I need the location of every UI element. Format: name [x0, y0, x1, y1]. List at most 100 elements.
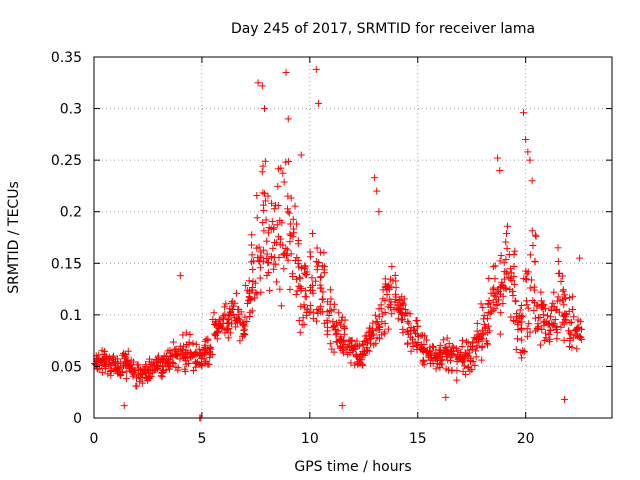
data-point: [545, 331, 553, 339]
data-point: [153, 358, 161, 366]
data-point: [380, 328, 388, 336]
data-point: [399, 300, 407, 308]
data-point: [399, 329, 407, 337]
data-point: [236, 337, 244, 345]
data-point: [282, 245, 290, 253]
data-point: [169, 338, 177, 346]
data-point: [231, 317, 239, 325]
data-point: [232, 289, 240, 297]
data-point: [502, 285, 510, 293]
y-tick-label: 0.1: [60, 308, 82, 324]
data-point: [318, 296, 326, 304]
data-point: [546, 335, 554, 343]
data-point: [555, 270, 563, 278]
data-point: [381, 320, 389, 328]
data-point: [292, 291, 300, 299]
data-point: [477, 300, 485, 308]
data-point: [214, 324, 222, 332]
data-point: [180, 342, 188, 350]
data-point: [252, 289, 260, 297]
data-point: [247, 295, 255, 303]
data-point: [207, 351, 215, 359]
data-point: [504, 222, 512, 230]
data-point: [568, 318, 576, 326]
data-point: [333, 330, 341, 338]
data-point: [448, 366, 456, 374]
data-point: [261, 105, 269, 113]
data-point: [381, 308, 389, 316]
data-point: [378, 318, 386, 326]
data-point: [369, 327, 377, 335]
data-point: [106, 361, 114, 369]
data-point: [338, 402, 346, 410]
data-point: [273, 221, 281, 229]
data-point: [381, 330, 389, 338]
data-point: [312, 258, 320, 266]
data-point: [446, 357, 454, 365]
data-point: [319, 288, 327, 296]
data-point: [372, 325, 380, 333]
data-point: [449, 342, 457, 350]
data-point: [301, 265, 309, 273]
data-point: [544, 321, 552, 329]
data-point: [528, 227, 536, 235]
data-point: [284, 192, 292, 200]
data-point: [368, 331, 376, 339]
data-point: [340, 324, 348, 332]
data-point: [568, 305, 576, 313]
data-point: [284, 115, 292, 123]
data-point: [133, 382, 141, 390]
data-point: [484, 314, 492, 322]
data-point: [221, 303, 229, 311]
y-tick-label: 0.2: [60, 205, 82, 221]
data-point: [522, 297, 530, 305]
data-point: [522, 275, 530, 283]
data-point: [561, 313, 569, 321]
data-point: [350, 343, 358, 351]
data-point: [557, 323, 565, 331]
data-point: [522, 267, 530, 275]
data-point: [448, 348, 456, 356]
data-point: [485, 296, 493, 304]
data-point: [507, 269, 515, 277]
data-point: [491, 262, 499, 270]
data-point: [285, 209, 293, 217]
data-point: [480, 320, 488, 328]
data-point: [436, 348, 444, 356]
data-point: [224, 325, 232, 333]
data-point: [187, 350, 195, 358]
data-point: [388, 310, 396, 318]
data-point: [510, 281, 518, 289]
data-point: [420, 340, 428, 348]
data-point: [181, 367, 189, 375]
data-point: [264, 258, 272, 266]
data-point: [394, 315, 402, 323]
x-tick-label: 10: [301, 431, 319, 447]
data-point: [578, 325, 586, 333]
data-point: [549, 299, 557, 307]
data-point: [295, 317, 303, 325]
data-point: [409, 339, 417, 347]
data-point: [147, 372, 155, 380]
data-point: [301, 263, 309, 271]
data-point: [330, 323, 338, 331]
data-point: [326, 340, 334, 348]
data-point: [457, 348, 465, 356]
data-point: [479, 331, 487, 339]
data-point: [495, 288, 503, 296]
data-point: [136, 378, 144, 386]
data-point: [519, 347, 527, 355]
data-point: [232, 316, 240, 324]
data-point: [526, 328, 534, 336]
data-point: [386, 301, 394, 309]
data-point: [258, 168, 266, 176]
y-tick-label: 0: [73, 411, 82, 427]
data-point: [232, 323, 240, 331]
data-point: [353, 337, 361, 345]
data-point: [392, 284, 400, 292]
data-point: [204, 360, 212, 368]
data-point: [458, 336, 466, 344]
data-point: [561, 395, 569, 403]
data-point: [264, 229, 272, 237]
data-point: [253, 214, 261, 222]
